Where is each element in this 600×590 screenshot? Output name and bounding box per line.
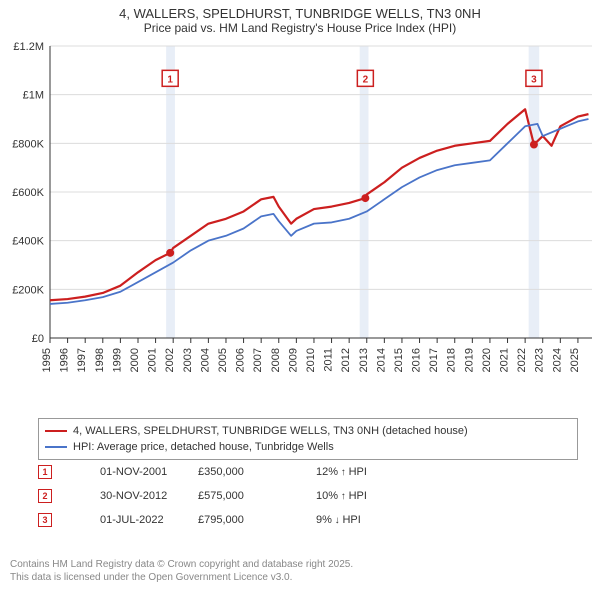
- legend: 4, WALLERS, SPELDHURST, TUNBRIDGE WELLS,…: [38, 418, 578, 460]
- svg-text:2017: 2017: [428, 348, 440, 372]
- chart-title: 4, WALLERS, SPELDHURST, TUNBRIDGE WELLS,…: [0, 0, 600, 21]
- license-text: Contains HM Land Registry data © Crown c…: [10, 558, 353, 584]
- legend-item: 4, WALLERS, SPELDHURST, TUNBRIDGE WELLS,…: [45, 423, 571, 439]
- sale-pct: 9% ↓ HPI: [316, 514, 436, 526]
- svg-text:2003: 2003: [182, 348, 194, 372]
- svg-text:2019: 2019: [463, 348, 475, 372]
- svg-text:£1.2M: £1.2M: [13, 41, 44, 53]
- sale-date: 01-JUL-2022: [60, 514, 190, 526]
- svg-text:2013: 2013: [358, 348, 370, 372]
- sale-date: 01-NOV-2001: [60, 466, 190, 478]
- legend-item: HPI: Average price, detached house, Tunb…: [45, 439, 571, 455]
- arrow-up-icon: ↑: [338, 491, 349, 502]
- svg-text:£200K: £200K: [12, 284, 44, 296]
- legend-label: 4, WALLERS, SPELDHURST, TUNBRIDGE WELLS,…: [73, 425, 468, 437]
- svg-text:2015: 2015: [393, 348, 405, 372]
- svg-text:2024: 2024: [551, 348, 563, 372]
- svg-text:2025: 2025: [569, 348, 581, 372]
- chart-subtitle: Price paid vs. HM Land Registry's House …: [0, 21, 600, 39]
- svg-text:£400K: £400K: [12, 236, 44, 248]
- svg-text:2008: 2008: [270, 348, 282, 372]
- svg-text:2005: 2005: [217, 348, 229, 372]
- sale-marker-icon: 1: [38, 465, 52, 479]
- svg-text:3: 3: [531, 74, 537, 85]
- sale-price: £575,000: [198, 490, 308, 502]
- sale-row: 3 01-JUL-2022 £795,000 9% ↓ HPI: [38, 508, 578, 532]
- svg-text:2: 2: [363, 74, 369, 85]
- sale-row: 2 30-NOV-2012 £575,000 10% ↑ HPI: [38, 484, 578, 508]
- sale-pct: 12% ↑ HPI: [316, 466, 436, 478]
- svg-text:1999: 1999: [111, 348, 123, 372]
- license-line-2: This data is licensed under the Open Gov…: [10, 571, 353, 584]
- sale-row: 1 01-NOV-2001 £350,000 12% ↑ HPI: [38, 460, 578, 484]
- sale-date: 30-NOV-2012: [60, 490, 190, 502]
- svg-text:2010: 2010: [305, 348, 317, 372]
- svg-text:2007: 2007: [252, 348, 264, 372]
- legend-swatch: [45, 430, 67, 432]
- svg-text:£0: £0: [32, 333, 44, 345]
- svg-text:2011: 2011: [323, 348, 335, 372]
- svg-text:1998: 1998: [94, 348, 106, 372]
- svg-text:£800K: £800K: [12, 138, 44, 150]
- svg-text:2001: 2001: [147, 348, 159, 372]
- sales-table: 1 01-NOV-2001 £350,000 12% ↑ HPI 2 30-NOV-201…: [38, 460, 578, 532]
- svg-text:1997: 1997: [76, 348, 88, 372]
- svg-text:2009: 2009: [287, 348, 299, 372]
- svg-text:2014: 2014: [375, 348, 387, 372]
- sale-pct-value: 10%: [316, 490, 338, 502]
- license-line-1: Contains HM Land Registry data © Crown c…: [10, 558, 353, 571]
- sale-pct-value: 12%: [316, 466, 338, 478]
- svg-text:£1M: £1M: [23, 90, 44, 102]
- arrow-down-icon: ↓: [332, 515, 343, 526]
- sale-marker-icon: 2: [38, 489, 52, 503]
- svg-text:2020: 2020: [481, 348, 493, 372]
- svg-text:2002: 2002: [164, 348, 176, 372]
- svg-text:2016: 2016: [411, 348, 423, 372]
- sale-pct-suffix: HPI: [349, 490, 367, 502]
- svg-text:2006: 2006: [235, 348, 247, 372]
- svg-text:2022: 2022: [516, 348, 528, 372]
- svg-text:2021: 2021: [499, 348, 511, 372]
- svg-text:2023: 2023: [534, 348, 546, 372]
- svg-text:2004: 2004: [199, 348, 211, 372]
- sale-pct-suffix: HPI: [342, 514, 360, 526]
- sale-marker-icon: 3: [38, 513, 52, 527]
- svg-text:2012: 2012: [340, 348, 352, 372]
- price-chart: £0 £200K £400K £600K £800K £1M £1.2M 1995 1996 19…: [0, 38, 600, 408]
- sale-pct-value: 9%: [316, 514, 332, 526]
- svg-text:2000: 2000: [129, 348, 141, 372]
- svg-text:1996: 1996: [59, 348, 71, 372]
- svg-text:1995: 1995: [41, 348, 53, 372]
- sale-pct-suffix: HPI: [349, 466, 367, 478]
- sale-pct: 10% ↑ HPI: [316, 490, 436, 502]
- svg-text:£600K: £600K: [12, 187, 44, 199]
- sale-price: £795,000: [198, 514, 308, 526]
- legend-swatch: [45, 446, 67, 448]
- svg-text:2018: 2018: [446, 348, 458, 372]
- arrow-up-icon: ↑: [338, 467, 349, 478]
- legend-label: HPI: Average price, detached house, Tunb…: [73, 441, 334, 453]
- sale-price: £350,000: [198, 466, 308, 478]
- svg-text:1: 1: [167, 74, 173, 85]
